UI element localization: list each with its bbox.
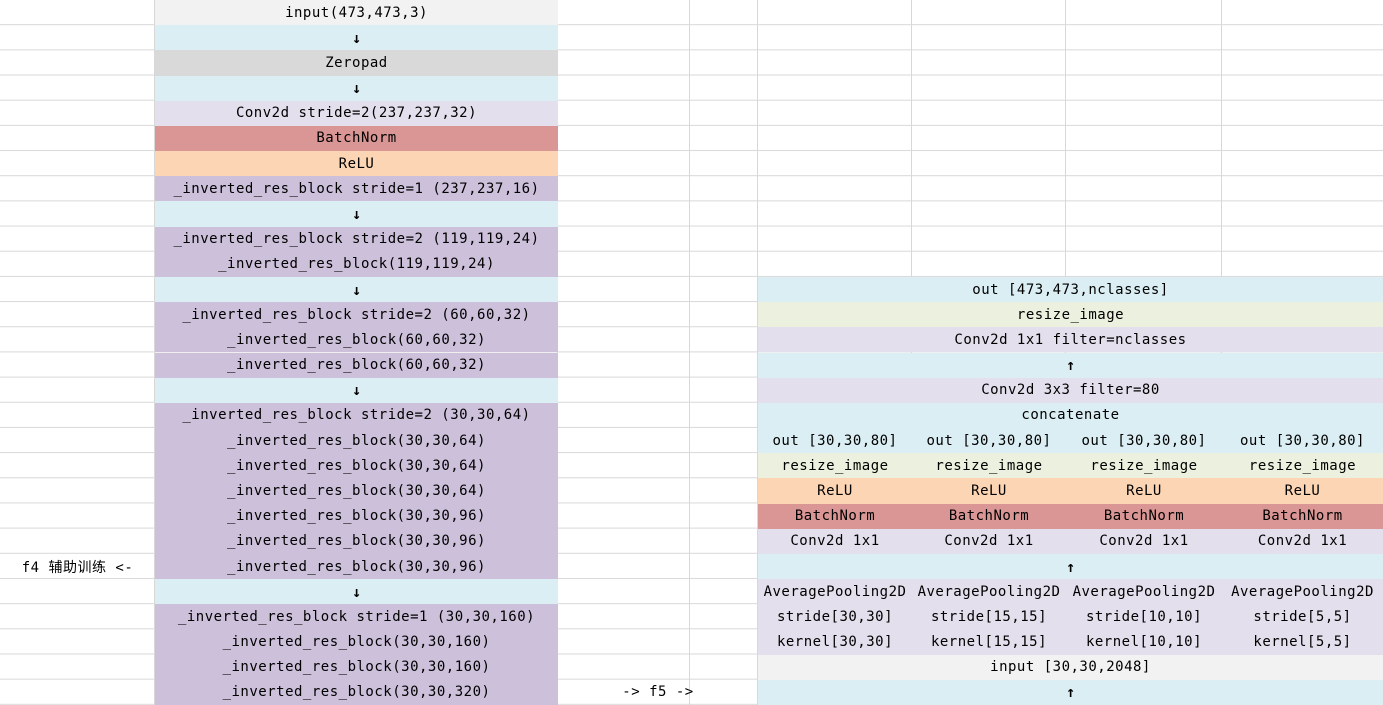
branch-kernel-cell[interactable]: kernel[10,10] [1066,629,1222,655]
branch-out-cell[interactable]: out [30,30,80] [912,428,1066,454]
head-out-cell[interactable]: out [473,473,nclasses] [758,276,1383,303]
branch-relu-cell[interactable]: ReLU [912,478,1066,504]
arrow-down-cell[interactable]: ↓ [155,201,558,227]
branch-avgpool-cell[interactable]: AveragePooling2D [1222,579,1383,605]
branch-out-cell[interactable]: out [30,30,80] [758,428,912,454]
branch-batchnorm-cell[interactable]: BatchNorm [1066,503,1222,529]
branch-avgpool-cell[interactable]: AveragePooling2D [758,579,912,605]
branch-conv1x1-cell[interactable]: Conv2d 1x1 [758,528,912,554]
inverted-res-block-cell[interactable]: _inverted_res_block(30,30,96) [155,528,558,554]
head-conv1x1-nclasses-cell[interactable]: Conv2d 1x1 filter=nclasses [758,327,1383,353]
arrow-down-cell[interactable]: ↓ [155,377,558,403]
inverted-res-block-cell[interactable]: _inverted_res_block(30,30,96) [155,503,558,529]
zeropad-cell[interactable]: Zeropad [155,50,558,76]
inverted-res-block-cell[interactable]: _inverted_res_block stride=1 (30,30,160) [155,604,558,630]
branch-resize-image-cell[interactable]: resize_image [1222,453,1383,479]
branch-out-cell[interactable]: out [30,30,80] [1222,428,1383,454]
branch-relu-cell[interactable]: ReLU [1066,478,1222,504]
arrow-down-cell[interactable]: ↓ [155,276,558,303]
branch-avgpool-cell[interactable]: AveragePooling2D [912,579,1066,605]
inverted-res-block-cell[interactable]: _inverted_res_block(119,119,24) [155,251,558,277]
arrow-up-cell[interactable]: ↑ [758,553,1383,580]
head-resize-image-cell[interactable]: resize_image [758,302,1383,328]
head-conv3x3-cell[interactable]: Conv2d 3x3 filter=80 [758,377,1383,403]
head-input-cell[interactable]: input [30,30,2048] [758,654,1383,680]
branch-stride-cell[interactable]: stride[5,5] [1222,604,1383,630]
branch-resize-image-cell[interactable]: resize_image [912,453,1066,479]
branch-conv1x1-cell[interactable]: Conv2d 1x1 [912,528,1066,554]
inverted-res-block-cell[interactable]: _inverted_res_block(60,60,32) [155,327,558,353]
branch-relu-cell[interactable]: ReLU [1222,478,1383,504]
branch-batchnorm-cell[interactable]: BatchNorm [758,503,912,529]
inverted-res-block-cell[interactable]: _inverted_res_block stride=1 (237,237,16… [155,176,558,202]
arrow-down-cell[interactable]: ↓ [155,579,558,605]
relu-cell[interactable]: ReLU [155,151,558,177]
batchnorm-cell[interactable]: BatchNorm [155,125,558,152]
concatenate-cell[interactable]: concatenate [758,402,1383,429]
f5-flow-label[interactable]: -> f5 -> [622,684,694,701]
branch-batchnorm-cell[interactable]: BatchNorm [912,503,1066,529]
branch-out-cell[interactable]: out [30,30,80] [1066,428,1222,454]
branch-kernel-cell[interactable]: kernel[15,15] [912,629,1066,655]
arrow-down-cell[interactable]: ↓ [155,25,558,51]
branch-stride-cell[interactable]: stride[15,15] [912,604,1066,630]
branch-resize-image-cell[interactable]: resize_image [758,453,912,479]
conv2d-cell[interactable]: Conv2d stride=2(237,237,32) [155,100,558,126]
inverted-res-block-cell[interactable]: _inverted_res_block(30,30,64) [155,453,558,479]
inverted-res-block-cell[interactable]: _inverted_res_block(30,30,320) [155,679,558,705]
inverted-res-block-cell[interactable]: _inverted_res_block stride=2 (30,30,64) [155,402,558,429]
branch-avgpool-cell[interactable]: AveragePooling2D [1066,579,1222,605]
backbone-input-cell[interactable]: input(473,473,3) [155,0,558,26]
branch-stride-cell[interactable]: stride[10,10] [1066,604,1222,630]
inverted-res-block-cell[interactable]: _inverted_res_block stride=2 (119,119,24… [155,226,558,252]
branch-conv1x1-cell[interactable]: Conv2d 1x1 [1066,528,1222,554]
branch-stride-cell[interactable]: stride[30,30] [758,604,912,630]
branch-conv1x1-cell[interactable]: Conv2d 1x1 [1222,528,1383,554]
branch-resize-image-cell[interactable]: resize_image [1066,453,1222,479]
branch-relu-cell[interactable]: ReLU [758,478,912,504]
arrow-up-cell[interactable]: ↑ [758,352,1383,378]
inverted-res-block-cell[interactable]: _inverted_res_block(30,30,64) [155,478,558,504]
inverted-res-block-cell[interactable]: _inverted_res_block(30,30,96) [155,553,558,580]
inverted-res-block-cell[interactable]: _inverted_res_block(30,30,160) [155,654,558,680]
inverted-res-block-cell[interactable]: _inverted_res_block stride=2 (60,60,32) [155,302,558,328]
branch-batchnorm-cell[interactable]: BatchNorm [1222,503,1383,529]
inverted-res-block-cell[interactable]: _inverted_res_block(60,60,32) [155,352,558,378]
arrow-down-cell[interactable]: ↓ [155,75,558,101]
inverted-res-block-cell[interactable]: _inverted_res_block(30,30,64) [155,428,558,454]
branch-kernel-cell[interactable]: kernel[30,30] [758,629,912,655]
arrow-up-cell[interactable]: ↑ [758,679,1383,705]
f4-aux-training-label[interactable]: f4 辅助训练 <- [21,559,134,576]
inverted-res-block-cell[interactable]: _inverted_res_block(30,30,160) [155,629,558,655]
branch-kernel-cell[interactable]: kernel[5,5] [1222,629,1383,655]
